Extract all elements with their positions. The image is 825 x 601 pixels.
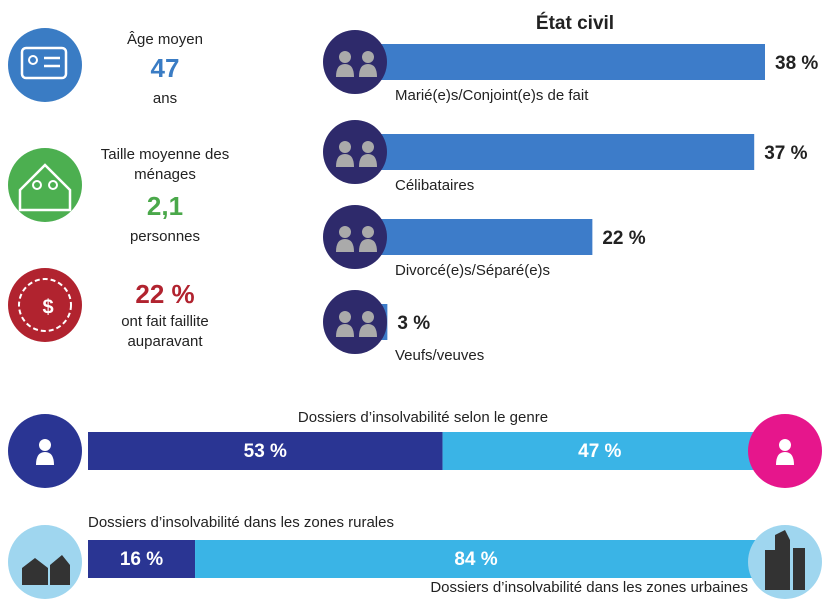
person-icon xyxy=(362,226,374,238)
household-icon xyxy=(8,148,82,222)
value-label: 47 % xyxy=(578,441,621,462)
person-icon xyxy=(359,324,377,337)
rural-icon xyxy=(22,555,70,585)
status-icon xyxy=(323,30,387,94)
value-label: 53 % xyxy=(244,441,287,462)
bankruptcy-icon: $ xyxy=(8,268,82,342)
stat-value: 22 % xyxy=(135,279,194,309)
stat-value: 47 xyxy=(151,53,180,83)
stat-label-box: Taille moyenne des ménages xyxy=(100,146,230,183)
id-card-icon xyxy=(8,28,82,102)
stat-value: 2,1 xyxy=(147,191,183,221)
person-icon xyxy=(36,452,54,465)
category-label: Dossiers d’insolvabilité dans les zones … xyxy=(88,514,394,531)
bar-segment xyxy=(442,432,757,470)
person-icon xyxy=(359,154,377,167)
status-icon xyxy=(323,205,387,269)
category-label: Marié(e)s/Conjoint(e)s de fait xyxy=(395,87,589,104)
value-label: 16 % xyxy=(120,549,163,570)
urban-icon xyxy=(765,530,805,590)
person-icon xyxy=(339,141,351,153)
bar xyxy=(355,44,765,80)
person-icon xyxy=(362,141,374,153)
person-icon xyxy=(776,452,794,465)
person-icon xyxy=(39,439,51,451)
stat-label: Âge moyen xyxy=(127,31,203,48)
category-label: Divorcé(e)s/Séparé(e)s xyxy=(395,262,550,279)
person-icon xyxy=(339,51,351,63)
svg-text:$: $ xyxy=(42,296,53,318)
status-icon xyxy=(323,120,387,184)
person-icon xyxy=(336,154,354,167)
person-icon xyxy=(336,239,354,252)
person-icon xyxy=(359,64,377,77)
value-label: 38 % xyxy=(775,53,818,74)
bar xyxy=(355,134,755,170)
rural-icon xyxy=(8,525,82,599)
bar-segment xyxy=(195,540,758,578)
value-label: 3 % xyxy=(397,313,430,334)
status-icon xyxy=(323,290,387,354)
stat-label: Taille moyenne des ménages xyxy=(100,146,230,183)
bar-segment xyxy=(88,540,196,578)
person-icon xyxy=(779,439,791,451)
bar-segment xyxy=(88,432,443,470)
chart-title: Dossiers d’insolvabilité selon le genre xyxy=(298,409,548,426)
person-icon xyxy=(362,311,374,323)
person-icon xyxy=(336,324,354,337)
chart-title: État civil xyxy=(536,12,614,34)
stat-unit: personnes xyxy=(130,228,200,245)
stat-label: ont fait faillite auparavant xyxy=(121,313,209,350)
person-icon xyxy=(359,239,377,252)
category-label: Dossiers d’insolvabilité dans les zones … xyxy=(430,579,748,596)
value-label: 37 % xyxy=(764,143,807,164)
stat-unit: ans xyxy=(153,90,177,107)
person-icon xyxy=(362,51,374,63)
category-label: Célibataires xyxy=(395,177,474,194)
value-label: 22 % xyxy=(602,228,645,249)
person-icon xyxy=(339,226,351,238)
category-label: Veufs/veuves xyxy=(395,347,484,364)
person-icon xyxy=(336,64,354,77)
bar xyxy=(355,219,593,255)
value-label: 84 % xyxy=(454,549,497,570)
stat-label-box: ont fait faillite auparavant xyxy=(121,313,209,350)
person-icon xyxy=(339,311,351,323)
